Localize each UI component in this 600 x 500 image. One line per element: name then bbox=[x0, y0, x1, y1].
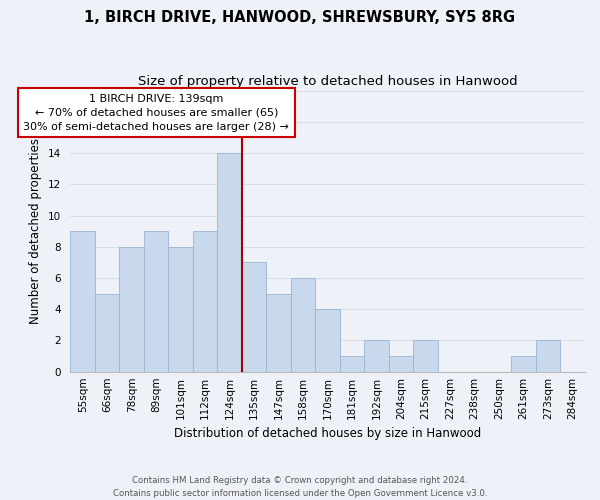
Bar bbox=[413, 340, 438, 372]
X-axis label: Distribution of detached houses by size in Hanwood: Distribution of detached houses by size … bbox=[174, 427, 481, 440]
Bar bbox=[536, 340, 560, 372]
Bar bbox=[266, 294, 291, 372]
Bar bbox=[242, 262, 266, 372]
Bar bbox=[119, 246, 144, 372]
Text: 1, BIRCH DRIVE, HANWOOD, SHREWSBURY, SY5 8RG: 1, BIRCH DRIVE, HANWOOD, SHREWSBURY, SY5… bbox=[85, 10, 515, 25]
Bar bbox=[340, 356, 364, 372]
Bar bbox=[511, 356, 536, 372]
Bar bbox=[316, 309, 340, 372]
Bar bbox=[144, 231, 169, 372]
Y-axis label: Number of detached properties: Number of detached properties bbox=[29, 138, 42, 324]
Bar bbox=[193, 231, 217, 372]
Text: Contains HM Land Registry data © Crown copyright and database right 2024.
Contai: Contains HM Land Registry data © Crown c… bbox=[113, 476, 487, 498]
Title: Size of property relative to detached houses in Hanwood: Size of property relative to detached ho… bbox=[138, 75, 518, 88]
Bar bbox=[389, 356, 413, 372]
Bar bbox=[291, 278, 316, 372]
Bar bbox=[70, 231, 95, 372]
Text: 1 BIRCH DRIVE: 139sqm
← 70% of detached houses are smaller (65)
30% of semi-deta: 1 BIRCH DRIVE: 139sqm ← 70% of detached … bbox=[23, 94, 289, 132]
Bar bbox=[169, 246, 193, 372]
Bar bbox=[364, 340, 389, 372]
Bar bbox=[217, 153, 242, 372]
Bar bbox=[95, 294, 119, 372]
